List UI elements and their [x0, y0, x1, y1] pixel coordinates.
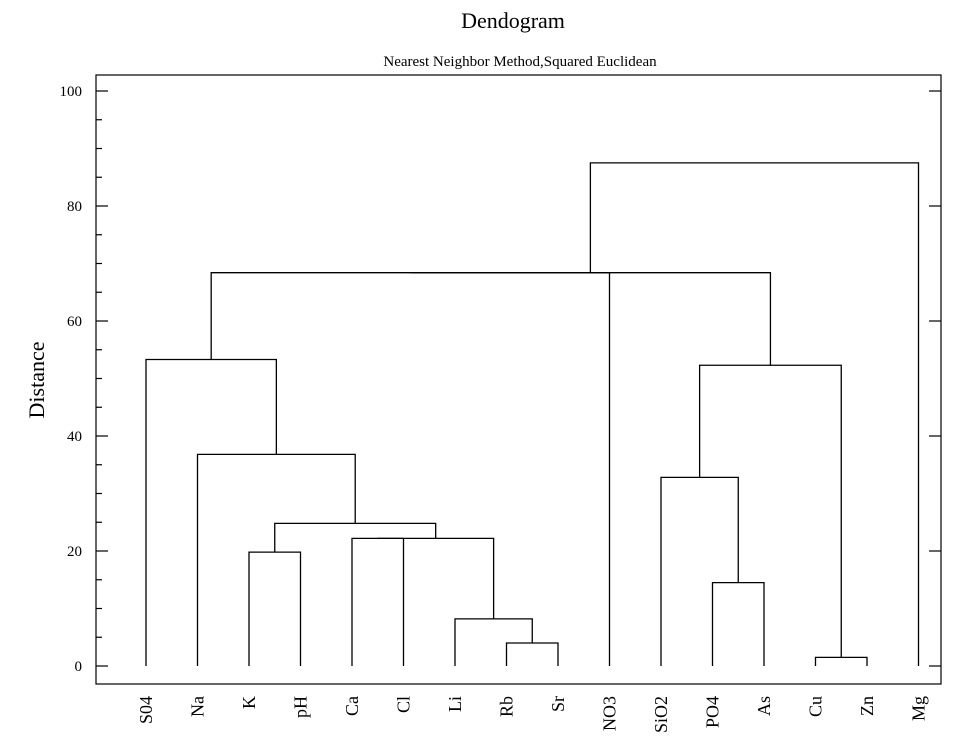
- leaf-label: S04: [136, 696, 156, 724]
- leaf-label: As: [754, 696, 774, 716]
- dendrogram-link: [410, 272, 772, 366]
- y-tick-label: 100: [60, 84, 83, 100]
- dendrogram-link: [145, 358, 278, 666]
- y-axis: 0 20 40 60 80 100: [60, 84, 941, 675]
- dendrogram-link: [698, 364, 842, 658]
- leaf-label: Rb: [497, 696, 517, 717]
- dendrogram-link: [589, 162, 920, 666]
- leaf-label: Sr: [548, 696, 568, 712]
- leaf-label: Ca: [342, 696, 362, 716]
- dendrogram-link: [351, 537, 405, 666]
- leaf-label: Zn: [857, 696, 877, 716]
- y-tick-label: 80: [67, 199, 82, 215]
- leaf-label: Na: [188, 696, 208, 717]
- leaf-label: Mg: [909, 696, 929, 721]
- leaf-label: K: [239, 696, 259, 709]
- leaf-label: Cu: [806, 696, 826, 717]
- leaf-label: NO3: [600, 696, 620, 731]
- dendrogram-link: [814, 656, 868, 666]
- dendrogram-link: [711, 581, 765, 666]
- dendrogram-link: [660, 476, 739, 666]
- y-tick-label: 0: [75, 659, 83, 675]
- dendrogram-link: [377, 537, 495, 619]
- y-tick-label: 60: [67, 314, 82, 330]
- dendrogram-link: [505, 642, 559, 666]
- chart-subtitle: Nearest Neighbor Method,Squared Euclidea…: [383, 54, 657, 70]
- y-tick-label: 40: [67, 429, 82, 445]
- leaf-label: SiO2: [651, 696, 671, 733]
- dendrogram-link: [248, 551, 302, 666]
- leaf-label: pH: [291, 696, 311, 718]
- dendrogram-link: [196, 453, 356, 666]
- dendrogram-link: [210, 272, 611, 666]
- y-axis-label: Distance: [24, 342, 49, 419]
- y-tick-label: 20: [67, 544, 82, 560]
- leaf-label: Li: [445, 696, 465, 712]
- leaf-label: PO4: [703, 696, 723, 728]
- chart-title: Dendogram: [461, 8, 565, 33]
- dendrogram-links: [145, 162, 920, 666]
- leaf-label: Cl: [394, 696, 414, 713]
- plot-frame: [95, 74, 942, 685]
